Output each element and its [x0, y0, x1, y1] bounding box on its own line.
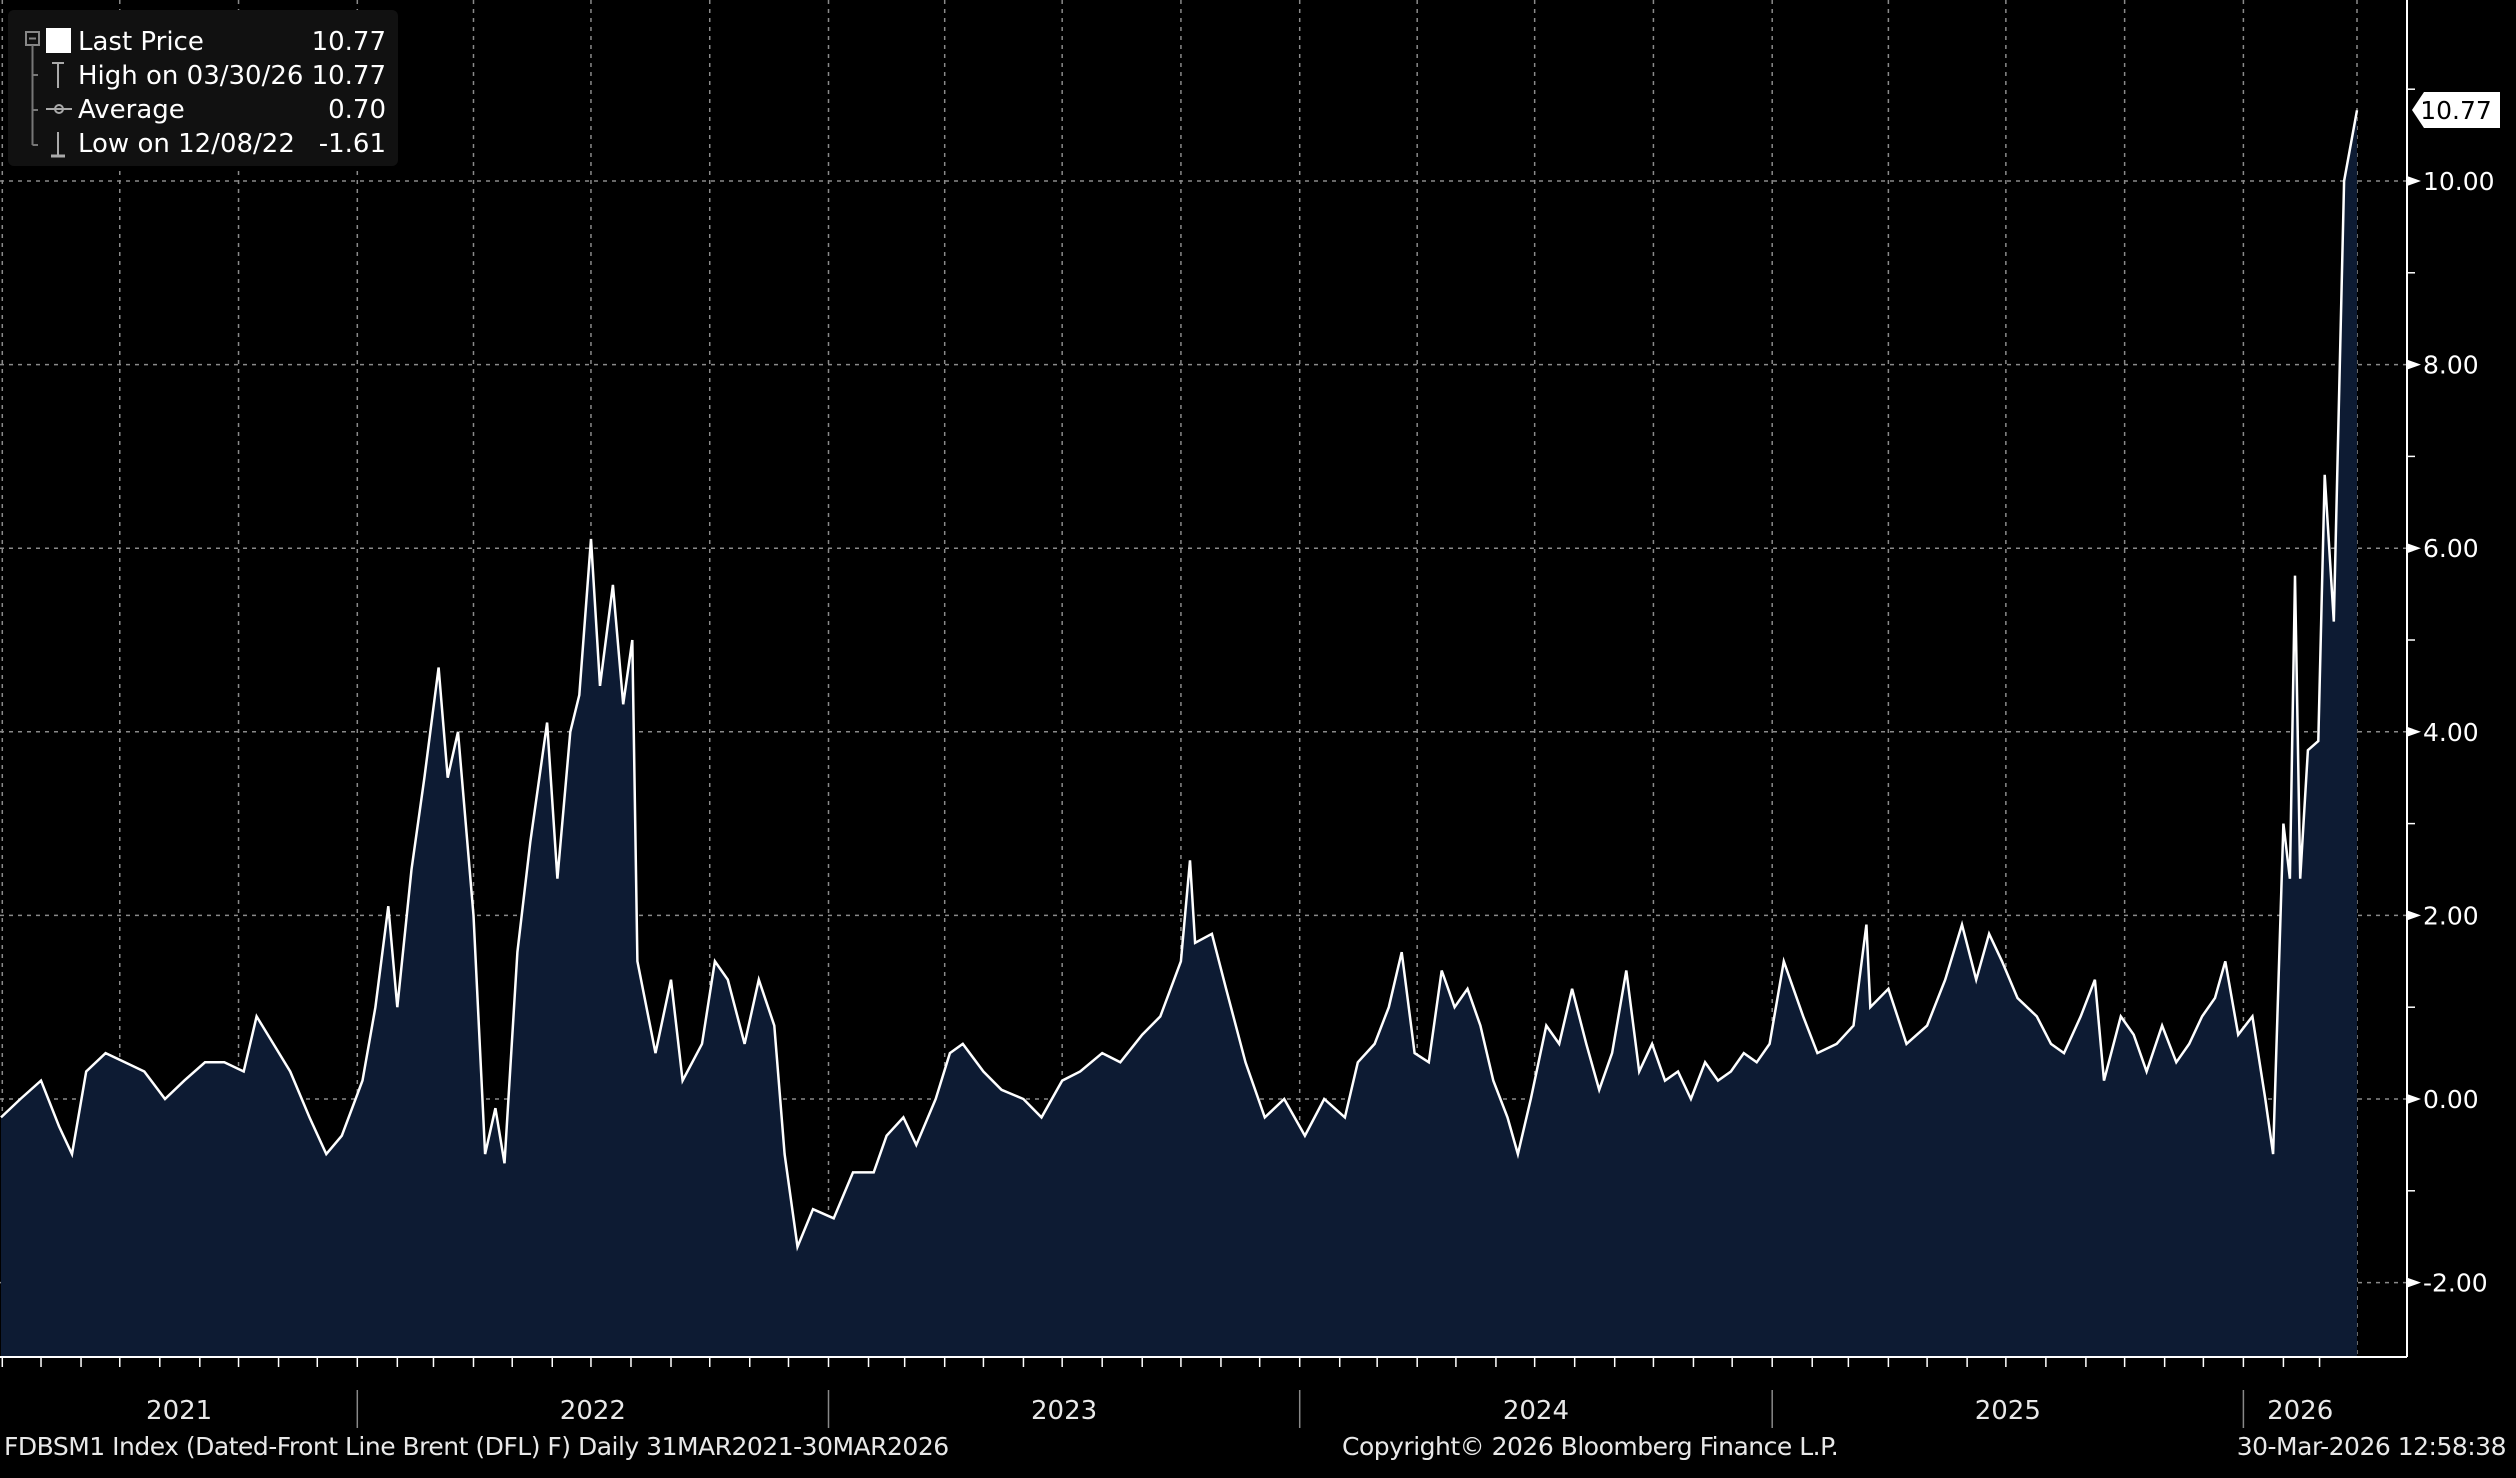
legend-label: Low on 12/08/22 — [78, 129, 295, 159]
legend-label: Last Price — [78, 27, 204, 57]
y-tick-marker — [2407, 1277, 2421, 1288]
y-tick-marker — [2407, 1094, 2421, 1104]
legend-tree-icon — [25, 28, 72, 158]
y-tick-marker — [2407, 910, 2421, 921]
legend-item-high: High on 03/30/26 10.77 — [78, 59, 386, 93]
legend-value: 10.77 — [311, 61, 386, 91]
y-tick-label: 0.00 — [2423, 1085, 2479, 1114]
y-tick-label: 2.00 — [2423, 901, 2479, 930]
y-tick-label: 8.00 — [2423, 351, 2479, 380]
footer-timestamp: 30-Mar-2026 12:58:38 — [2236, 1432, 2507, 1461]
legend: Last Price 10.77 High on 03/30/26 10.77 Av… — [8, 10, 398, 166]
x-tick-label: 2025 — [1974, 1396, 2041, 1426]
last-price-tag: 10.77 — [2412, 92, 2500, 128]
x-tick-label: 2023 — [1031, 1396, 1098, 1426]
y-axis-ticks: -2.00 0.00 2.00 4.00 6.00 8.00 10.00 — [2407, 167, 2495, 1298]
x-tick-label: 2021 — [146, 1396, 213, 1426]
axes — [0, 0, 2415, 1428]
legend-value: -1.61 — [318, 129, 386, 159]
y-tick-label: 6.00 — [2423, 534, 2479, 563]
legend-value: 0.70 — [328, 95, 386, 125]
x-tick-label: 2024 — [1502, 1396, 1570, 1426]
legend-label: Average — [78, 95, 185, 125]
legend-item-last-price: Last Price 10.77 — [78, 25, 386, 59]
x-tick-label: 2026 — [2267, 1396, 2334, 1426]
y-tick-label: 10.00 — [2423, 167, 2495, 196]
y-tick-label: 4.00 — [2423, 718, 2479, 747]
price-line — [0, 110, 2359, 1252]
y-tick-marker — [2407, 543, 2421, 554]
y-tick-marker — [2407, 359, 2421, 370]
legend-item-average: Average 0.70 — [78, 93, 386, 127]
footer-ticker-description: FDBSM1 Index (Dated-Front Line Brent (DF… — [4, 1432, 949, 1461]
footer-copyright: Copyright© 2026 Bloomberg Finance L.P. — [1342, 1432, 1839, 1461]
last-price-tag-value: 10.77 — [2420, 96, 2492, 125]
y-tick-marker — [2407, 176, 2421, 186]
y-tick-label: -2.00 — [2423, 1269, 2488, 1298]
legend-label: High on 03/30/26 — [78, 61, 304, 91]
price-area-fill — [1, 110, 2357, 1357]
x-tick-label: 2022 — [559, 1396, 626, 1426]
y-tick-marker — [2407, 726, 2421, 737]
legend-value: 10.77 — [311, 27, 386, 57]
legend-item-low: Low on 12/08/22 -1.61 — [78, 127, 386, 161]
